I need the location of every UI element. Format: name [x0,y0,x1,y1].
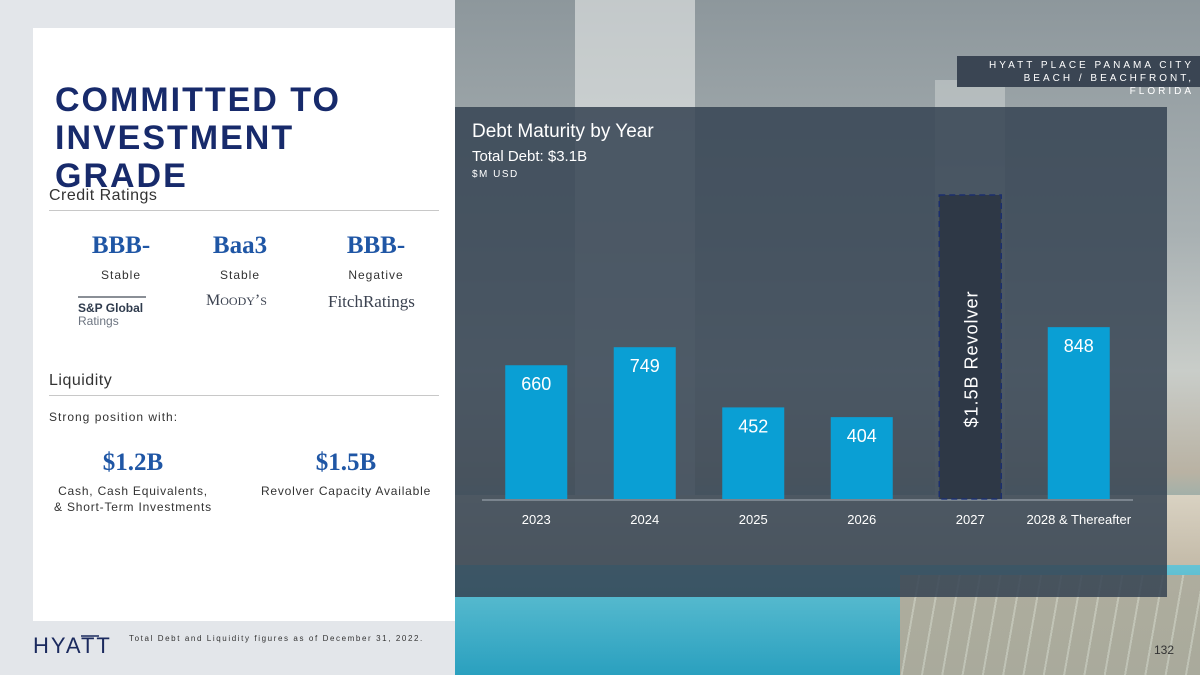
x-tick-label: 2025 [739,512,768,527]
rating-moodys: Baa3 Stable [180,232,300,282]
chart-title: Debt Maturity by Year [472,121,654,142]
revolver-label: $1.5B Revolver [961,290,981,427]
chart-svg: 660 2023 749 2024 452 2025 404 2026 $1.5B Revolv… [482,194,1133,527]
credit-ratings-divider [49,210,439,211]
liquidity-amount: $1.5B [315,449,377,476]
sp-global-logo: S&P Global Ratings [78,296,158,328]
rating-fitch: BBB- Negative [316,232,436,282]
x-tick-label: 2026 [847,512,876,527]
rating-grade: BBB- [91,232,151,259]
x-tick-label: 2027 [956,512,985,527]
liquidity-desc: Cash, Cash Equivalents, & Short-Term Inv… [43,483,223,515]
bar-value-label: 404 [847,426,877,446]
liquidity-desc-line2: & Short-Term Investments [54,500,212,514]
liquidity-desc-line1: Cash, Cash Equivalents, [58,484,208,498]
photo-caption: HYATT PLACE PANAMA CITY BEACH / BEACHFRO… [957,56,1200,97]
content-card: COMMITTED TO INVESTMENT GRADE Credit Rat… [33,28,455,621]
photo-caption-line1: HYATT PLACE PANAMA CITY [989,60,1194,71]
liquidity-desc-line1: Revolver Capacity Available [260,484,432,498]
credit-ratings-label: Credit Ratings [49,187,158,204]
bar [722,407,785,499]
fitch-ratings-logo: FitchRatings [328,292,415,311]
rating-grade: Baa3 [212,232,268,259]
x-tick-label: 2023 [522,512,551,527]
chart-subtitle: Total Debt: $3.1B [472,148,588,165]
bar-value-label: 452 [738,416,768,436]
bar [830,417,893,499]
liquidity-amount: $1.2B [102,449,164,476]
rating-outlook: Stable [100,268,142,282]
liquidity-desc: Revolver Capacity Available [251,483,441,499]
x-tick-label: 2024 [630,512,659,527]
debt-maturity-chart: 660 2023 749 2024 452 2025 404 2026 $1.5B Revolv… [455,107,1167,597]
photo-caption-line2: BEACH / BEACHFRONT, FLORIDA [1023,73,1194,97]
x-tick-label: 2028 & Thereafter [1026,512,1131,527]
rating-outlook: Negative [348,268,404,282]
bar [1047,327,1110,499]
rating-grade: BBB- [346,232,406,259]
rating-outlook: Stable [219,268,261,282]
bar [505,365,568,499]
liquidity-divider [49,395,439,396]
page-number: 132 [1153,643,1174,657]
bar-value-label: 660 [521,374,551,394]
chart-unit-label: $M USD [472,169,519,180]
footnote: Total Debt and Liquidity figures as of D… [129,634,424,643]
liquidity-cash: $1.2B Cash, Cash Equivalents, & Short-Te… [43,449,223,515]
hyatt-logo-text: HYATT [33,633,112,658]
page-title-line2: INVESTMENT GRADE [55,119,295,195]
bar [613,347,676,499]
rating-sp: BBB- Stable [61,232,181,282]
liquidity-label: Liquidity [49,372,113,389]
bar-revolver [938,194,1002,500]
moodys-logo: MOODY’S [206,292,267,309]
page-title-line1: COMMITTED TO [55,81,341,119]
hyatt-logo: HYATT [33,633,112,658]
bar-value-label: 749 [630,356,660,376]
liquidity-intro: Strong position with: [49,410,179,424]
page-title: COMMITTED TO INVESTMENT GRADE [55,81,435,195]
liquidity-revolver: $1.5B Revolver Capacity Available [251,449,441,499]
bar-value-label: 848 [1064,336,1094,356]
